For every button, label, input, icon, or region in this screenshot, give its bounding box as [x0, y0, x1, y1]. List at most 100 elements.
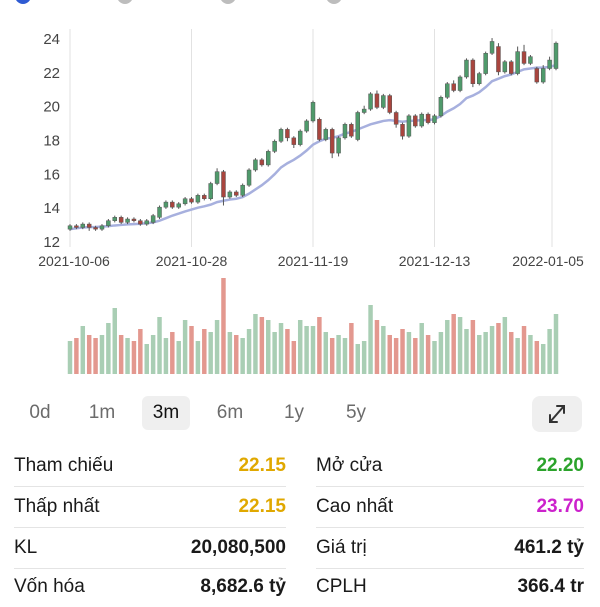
range-6m[interactable]: 6m — [216, 402, 244, 423]
candle-up — [246, 168, 252, 187]
candle-up — [297, 129, 303, 147]
stat-value: 8,682.6 tỷ — [200, 576, 286, 597]
candle-down — [189, 197, 194, 204]
volume-bar — [508, 332, 514, 374]
candle-body — [272, 140, 277, 152]
candle-down — [534, 66, 540, 84]
candle-body — [163, 201, 169, 208]
candle-body — [138, 220, 143, 225]
volume-bar — [176, 341, 181, 374]
stat-value: 22.20 — [536, 455, 584, 476]
volume-bar — [112, 308, 118, 374]
stat-high: Cao nhất 23.70 — [316, 487, 584, 528]
candle-up — [278, 127, 284, 143]
candle-down — [451, 80, 456, 93]
stat-value: 20,080,500 — [190, 537, 286, 558]
range-3m[interactable]: 3m — [142, 396, 190, 430]
candle-up — [483, 51, 488, 76]
volume-bar — [547, 329, 552, 374]
candle-up — [489, 38, 495, 55]
candle-body — [93, 227, 98, 230]
candle-body — [534, 68, 540, 83]
candle-body — [118, 217, 124, 223]
candle-up — [515, 46, 520, 76]
range-5y[interactable]: 5y — [345, 402, 367, 423]
volume-bar — [272, 332, 277, 374]
volume-bar — [278, 323, 284, 374]
candle-body — [329, 129, 335, 154]
volume-bar — [413, 338, 418, 374]
candle-body — [349, 124, 354, 137]
candle-body — [419, 113, 424, 127]
candle-body — [106, 220, 111, 227]
volume-bar — [457, 317, 463, 374]
volume-bar — [118, 335, 124, 374]
candle-up — [528, 54, 533, 66]
candle-up — [106, 219, 111, 228]
range-1m[interactable]: 1m — [88, 402, 116, 423]
volume-bar — [67, 341, 73, 374]
candle-body — [297, 130, 303, 145]
stat-label: Cao nhất — [316, 496, 394, 517]
candle-body — [515, 51, 520, 74]
candle-body — [521, 51, 527, 64]
range-0d[interactable]: 0d — [29, 402, 51, 423]
candle-body — [144, 220, 149, 225]
candle-body — [266, 151, 271, 166]
volume-bar — [483, 332, 488, 374]
candle-body — [80, 223, 86, 228]
candle-body — [509, 61, 514, 74]
stat-value-traded: Giá trị 461.2 tỷ — [316, 528, 584, 569]
volume-bar — [150, 335, 156, 374]
candle-body — [214, 171, 220, 184]
range-1y[interactable]: 1y — [283, 402, 305, 423]
moving-average-line — [69, 63, 557, 231]
stat-label: Thấp nhất — [14, 496, 100, 517]
candle-up — [150, 213, 156, 225]
series-toggle-icon[interactable] — [117, 0, 133, 4]
stat-label: Vốn hóa — [14, 576, 85, 597]
volume-bar — [99, 335, 105, 374]
candle-body — [406, 115, 412, 137]
candle-down — [118, 215, 124, 225]
candle-down — [221, 169, 226, 206]
candle-body — [323, 129, 329, 140]
volume-bar — [310, 326, 316, 374]
volume-bar — [534, 341, 540, 374]
volume-bar — [521, 326, 527, 374]
candle-up — [477, 71, 482, 86]
candle-down — [349, 122, 354, 138]
volume-bar — [106, 323, 111, 374]
volume-bar — [304, 326, 309, 374]
volume-bar — [355, 344, 361, 374]
candle-body — [413, 115, 418, 127]
stat-low: Thấp nhất 22.15 — [14, 487, 286, 528]
candle-body — [285, 129, 290, 139]
candle-up — [272, 139, 277, 154]
candle-up — [227, 190, 233, 199]
candle-up — [144, 219, 149, 226]
candle-body — [355, 112, 360, 140]
candle-down — [393, 110, 399, 128]
candle-body — [387, 95, 392, 113]
stat-market-cap: Vốn hóa 8,682.6 tỷ — [14, 567, 286, 607]
series-toggle-icon[interactable] — [220, 0, 236, 4]
series-toggle-icon[interactable] — [15, 0, 31, 4]
candle-body — [170, 201, 175, 208]
candle-body — [67, 225, 73, 230]
volume-bar — [138, 329, 143, 374]
stat-shares: CPLH 366.4 tr — [316, 567, 584, 607]
candle-up — [195, 193, 201, 204]
expand-chart-button[interactable] — [532, 396, 582, 432]
candle-body — [470, 59, 476, 84]
stat-label: Giá trị — [316, 537, 367, 558]
volume-bar — [349, 323, 354, 374]
candle-down — [74, 224, 79, 230]
candle-up — [112, 215, 117, 223]
candle-body — [310, 102, 316, 122]
volume-bar — [182, 320, 188, 374]
series-toggle-icon[interactable] — [326, 0, 342, 4]
series-toggle-strip[interactable] — [0, 0, 600, 6]
volume-bars — [67, 278, 559, 374]
